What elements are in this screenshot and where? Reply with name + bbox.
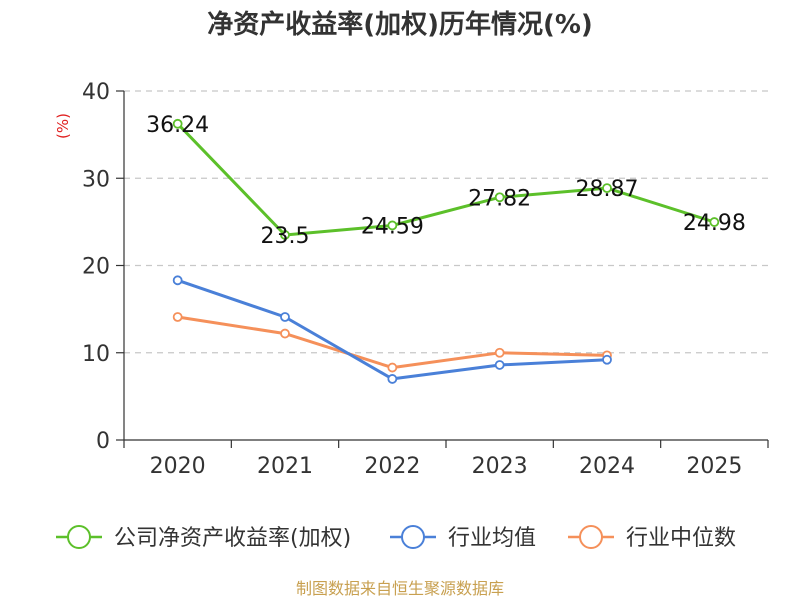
data-label-2025: 24.98: [683, 211, 746, 236]
point-s2-2021: [280, 328, 290, 339]
x-tick-label-2021: 2021: [257, 454, 313, 479]
series-line-0: [176, 122, 715, 237]
data-label-2024: 28.87: [576, 177, 639, 202]
data-label-2020: 36.24: [146, 113, 209, 138]
y-tick-label-0: 0: [96, 429, 110, 454]
point-s1-2023: [494, 360, 505, 370]
data-label-2022: 24.59: [361, 214, 424, 239]
legend-marker-1: [401, 525, 425, 549]
data-label-2021: 23.5: [261, 224, 310, 249]
point-s2-2023: [494, 347, 505, 358]
data-labels: 36.24 23.5 24.59 27.82 28.87 24.98: [146, 113, 746, 249]
x-tick-label-2024: 2024: [579, 454, 635, 479]
y-tick-label-30: 30: [82, 167, 110, 192]
data-label-2023: 27.82: [468, 186, 531, 211]
point-s0-2021: [280, 230, 290, 240]
series-line-2: [177, 315, 608, 370]
point-s1-2022: [387, 374, 398, 384]
y-tick-label-40: 40: [82, 80, 110, 105]
axes: 0 10 20 30 40 2020 2021 2022 2023 2024 2025: [82, 80, 769, 479]
point-s1-2020: [172, 275, 183, 286]
x-tick-label-2023: 2023: [472, 454, 528, 479]
point-s0-2020: [172, 118, 183, 129]
legend-label-1: 行业均值: [448, 526, 536, 551]
legend: 公司净资产收益率(加权) 行业均值 行业中位数: [56, 525, 736, 551]
legend-marker-2: [579, 525, 603, 549]
point-s0-2022: [387, 220, 398, 231]
series-group: [172, 118, 720, 384]
grid-lines: [124, 90, 768, 354]
legend-marker-0: [67, 525, 91, 549]
legend-item-2: 行业中位数: [568, 525, 736, 551]
legend-label-0: 公司净资产收益率(加权): [114, 526, 351, 551]
legend-label-2: 行业中位数: [626, 526, 736, 551]
point-s1-2021: [280, 312, 290, 322]
legend-item-1: 行业均值: [390, 525, 536, 551]
y-tick-label-10: 10: [82, 342, 110, 367]
point-s1-2024: [602, 354, 612, 365]
x-tick-label-2025: 2025: [686, 454, 742, 479]
point-s2-2020: [172, 312, 183, 322]
y-tick-label-20: 20: [82, 255, 110, 280]
chart-title: 净资产收益率(加权)历年情况(%): [207, 9, 593, 40]
point-s0-2025: [709, 217, 720, 227]
x-tick-label-2020: 2020: [150, 454, 206, 479]
legend-item-0: 公司净资产收益率(加权): [56, 525, 351, 551]
source-note: 制图数据来自恒生聚源数据库: [296, 579, 504, 598]
x-tick-label-2022: 2022: [364, 454, 420, 479]
y-axis-label: (%): [54, 113, 72, 139]
point-s0-2023: [494, 192, 505, 203]
point-s2-2022: [387, 362, 398, 373]
point-s0-2024: [602, 183, 612, 194]
